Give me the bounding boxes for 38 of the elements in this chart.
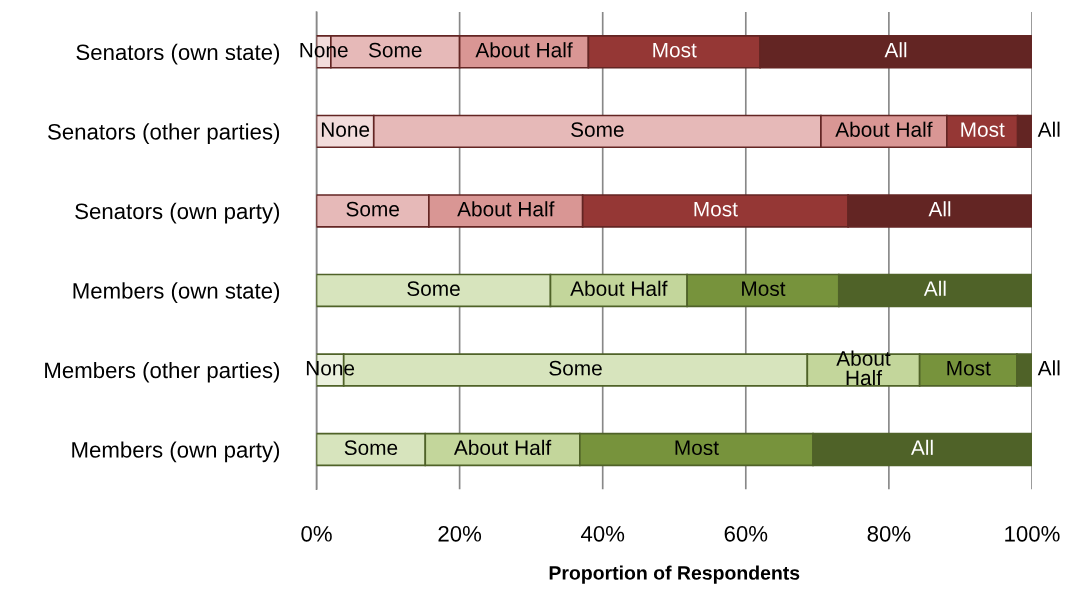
y-tick-label: Senators (own party) — [75, 202, 280, 224]
data-label: Most — [675, 440, 719, 456]
data-label: None — [321, 122, 370, 137]
y-tick-label: Members (own party) — [72, 441, 280, 463]
data-label: About Half — [457, 201, 555, 217]
data-label: All — [1037, 360, 1060, 376]
data-label: Most — [653, 42, 697, 58]
data-label: Some — [571, 122, 624, 137]
data-label: Most — [961, 122, 1005, 137]
data-label: About Half — [453, 439, 552, 456]
data-label: Some — [344, 440, 398, 456]
data-label: Most — [742, 281, 786, 297]
x-tick-label: 100% — [1005, 525, 1060, 542]
y-tick-label: Members (own state) — [73, 282, 280, 304]
data-label: Some — [549, 360, 602, 376]
data-label: All — [928, 201, 951, 217]
x-tick-label: 20% — [438, 525, 482, 542]
x-tick-label: 0% — [301, 525, 332, 542]
y-tick-label: Senators (own state) — [76, 43, 280, 65]
data-label: About Half — [570, 280, 668, 297]
data-label: Some — [368, 42, 422, 58]
data-label: All — [1037, 121, 1060, 137]
data-label: Some — [407, 281, 460, 297]
x-tick-label: 40% — [580, 525, 625, 542]
x-tick-label: 60% — [724, 525, 768, 542]
data-label: About Half — [475, 42, 573, 58]
y-tick-label: Senators (other parties) — [48, 123, 280, 145]
data-label: Most — [694, 201, 738, 217]
x-axis-title: Proportion of Respondents — [549, 565, 800, 584]
x-tick-label: 80% — [867, 525, 911, 542]
data-label: About Half — [836, 350, 891, 386]
data-label: All — [923, 280, 946, 296]
data-label: About Half — [835, 121, 933, 137]
data-label: Some — [346, 201, 399, 217]
data-label: All — [884, 42, 907, 58]
data-label: Most — [947, 361, 991, 376]
data-label: All — [910, 439, 933, 455]
y-tick-label: Members (other parties) — [45, 361, 280, 383]
